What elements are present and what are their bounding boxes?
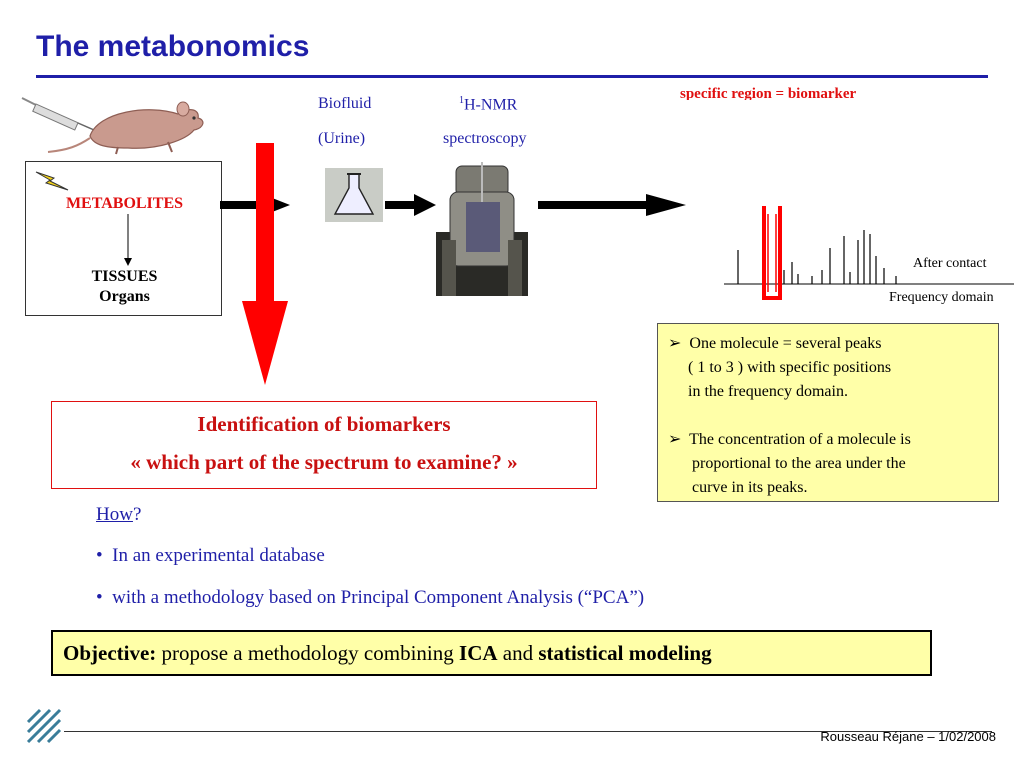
identification-title: Identification of biomarkers: [197, 412, 451, 436]
identification-question: « which part of the spectrum to examine?…: [130, 450, 518, 474]
title-divider: [36, 75, 988, 78]
nmr-label: 1H-NMR: [459, 95, 517, 114]
spectrum-plot: [724, 206, 1014, 300]
how-heading: How?: [96, 504, 141, 526]
biomarker-note: specific region = biomarker: [680, 86, 857, 100]
objective-text: propose a methodology combining: [156, 641, 460, 665]
flask-image: [325, 168, 383, 222]
tissues-label: TISSUES Organs: [26, 267, 223, 307]
footer-divider: [64, 731, 992, 732]
objective-stat: statistical modeling: [538, 641, 712, 665]
objective-ica: ICA: [459, 641, 498, 665]
info-box: ➢ One molecule = several peaks ( 1 to 3 …: [657, 323, 999, 502]
frequency-domain-label: Frequency domain: [889, 290, 994, 305]
how-link[interactable]: How: [96, 504, 133, 525]
tissues-text: TISSUES: [91, 268, 158, 285]
spectroscopy-label: spectroscopy: [443, 130, 527, 147]
nmr-text: H-NMR: [464, 96, 518, 114]
nmr-superscript: 1: [459, 95, 464, 106]
objective-label: Objective:: [63, 641, 157, 665]
mouse-icon: [21, 97, 204, 155]
footer-text: Rousseau Réjane – 1/02/2008: [820, 729, 996, 744]
info-item-2-line1: ➢ The concentration of a molecule is: [668, 431, 911, 448]
logo-icon: [24, 706, 64, 746]
bullet-item: • In an experimental database: [96, 545, 325, 566]
urine-label: (Urine): [318, 130, 366, 147]
metabolites-box: METABOLITES TISSUES Organs: [25, 161, 222, 316]
identification-box: Identification of biomarkers « which par…: [51, 401, 597, 489]
after-contact-label: After contact: [913, 256, 987, 271]
down-arrow: [124, 214, 132, 266]
info-item-1-line3: in the frequency domain.: [688, 383, 848, 400]
biofluid-label: Biofluid: [318, 95, 372, 112]
nmr-machine-icon: [436, 162, 528, 296]
info-item-2-line2: proportional to the area under the: [692, 455, 906, 472]
bullet-item: • with a methodology based on Principal …: [96, 587, 645, 608]
info-item-1-line1: ➢ One molecule = several peaks: [668, 335, 882, 352]
syringe-icon: [21, 97, 95, 131]
flask-icon: [333, 173, 375, 215]
how-suffix: ?: [132, 504, 142, 525]
page-title: The metabonomics: [36, 30, 310, 63]
objective-box: Objective: propose a methodology combini…: [51, 630, 932, 676]
red-down-arrow: [242, 143, 288, 385]
bullet-text-2: with a methodology based on Principal Co…: [112, 587, 645, 608]
info-item-1-line2: ( 1 to 3 ) with specific positions: [688, 359, 892, 376]
info-item-2-line3: curve in its peaks.: [692, 479, 808, 496]
bullet-text-1: In an experimental database: [112, 545, 325, 566]
objective-and: and: [497, 641, 539, 665]
organs-text: Organs: [99, 288, 150, 305]
metabolites-label: METABOLITES: [65, 195, 184, 212]
lightning-icon: [35, 171, 69, 191]
